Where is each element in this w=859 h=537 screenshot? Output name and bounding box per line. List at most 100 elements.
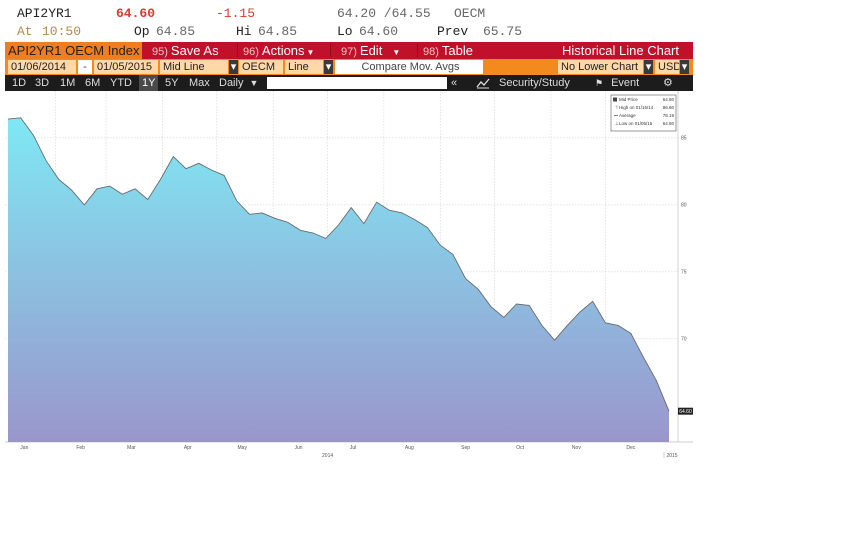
- x-tick-label: Feb: [76, 445, 85, 451]
- open-value: 64.85: [156, 24, 196, 39]
- field-dropdown-icon[interactable]: ▾: [229, 60, 238, 74]
- high-label: Hi: [236, 24, 252, 39]
- edit-number: 97): [341, 46, 357, 58]
- lower-chart-dropdown-icon[interactable]: ▾: [644, 60, 653, 74]
- svg-text:64.60: 64.60: [679, 409, 692, 415]
- compare-moving-averages[interactable]: Compare Mov. Avgs: [335, 60, 483, 74]
- legend-low-marker: ⊥: [615, 121, 619, 126]
- table-number: 98): [423, 46, 439, 58]
- pricing-source: OECM: [454, 6, 486, 21]
- collapse-icon[interactable]: «: [451, 77, 458, 89]
- currency-select[interactable]: USD: [655, 60, 679, 74]
- end-date-input[interactable]: 01/05/2015: [94, 60, 158, 74]
- period-5y[interactable]: 5Y: [165, 77, 179, 89]
- year-label: 2014: [322, 453, 333, 459]
- actions-number: 96): [243, 46, 259, 58]
- date-dash: -: [78, 60, 92, 74]
- security-field[interactable]: API2YR1 OECM Index: [5, 42, 142, 59]
- legend-avg-label: Average: [619, 113, 636, 118]
- chart-type-select[interactable]: Line: [285, 60, 323, 74]
- security-study-button[interactable]: Security/Study: [499, 77, 570, 89]
- separator: [417, 44, 418, 57]
- period-3d[interactable]: 3D: [35, 77, 50, 89]
- caret-down-icon: ▼: [392, 48, 401, 57]
- actions-label: Actions: [261, 43, 305, 58]
- separator: [330, 44, 331, 57]
- y-tick-label: 75: [681, 270, 687, 276]
- y-tick-label: 70: [681, 337, 687, 343]
- table-label: Table: [441, 43, 473, 58]
- x-tick-label: Jan: [20, 445, 28, 451]
- flag-icon: ⚑: [595, 78, 604, 88]
- table-button[interactable]: 98) Table: [423, 42, 473, 61]
- chart-title: Historical Line Chart: [561, 43, 679, 58]
- actions-menu[interactable]: 96) Actions ▼: [243, 42, 314, 61]
- price-change: -1.15: [216, 6, 256, 21]
- prev-label: Prev: [437, 24, 469, 39]
- save-as-button[interactable]: 95) Save As: [152, 42, 219, 61]
- period-1m[interactable]: 1M: [60, 77, 76, 89]
- ticker: API2YR1: [17, 6, 72, 21]
- legend-mid-label: Mid Price: [619, 97, 638, 102]
- edit-menu[interactable]: 97) Edit ▼: [341, 42, 400, 61]
- price-chart: 85 80 75 70 Jan Feb Mar Apr May Jun Jul Aug Sep Oct N…: [5, 91, 693, 463]
- lower-chart-select[interactable]: No Lower Chart: [558, 60, 643, 74]
- period-6m[interactable]: 6M: [85, 77, 101, 89]
- save-as-number: 95): [152, 46, 168, 58]
- caret-down-icon: ▼: [306, 48, 315, 57]
- x-tick-label: Nov: [572, 445, 581, 451]
- legend-low-value: 64.60: [663, 121, 675, 126]
- year-labels: 2014 2015: [322, 452, 678, 459]
- period-ytd[interactable]: YTD: [110, 77, 132, 89]
- y-tick-label: 80: [681, 203, 687, 209]
- prev-value: 65.75: [483, 24, 523, 39]
- toolbar-input[interactable]: [267, 77, 447, 89]
- separator: [237, 44, 238, 57]
- x-tick-label: Mar: [127, 445, 136, 451]
- period-1d[interactable]: 1D: [12, 77, 27, 89]
- event-label: Event: [611, 77, 640, 89]
- high-value: 64.85: [258, 24, 298, 39]
- year-label: 2015: [666, 453, 677, 459]
- legend-high-label: High on 01/16/14: [619, 105, 654, 110]
- caret-down-icon: ▼: [249, 78, 259, 88]
- x-ticks: Jan Feb Mar Apr May Jun Jul Aug Sep Oct Nov Dec: [20, 445, 635, 451]
- low-value: 64.60: [359, 24, 399, 39]
- at-time: 10:50: [42, 24, 82, 39]
- legend-mid-value: 64.60: [663, 97, 675, 102]
- x-tick-label: Jul: [350, 445, 356, 451]
- x-tick-label: Apr: [184, 445, 192, 451]
- y-tick-label: 85: [681, 136, 687, 142]
- frequency-label: Daily: [219, 77, 244, 89]
- legend-high-value: 86.60: [663, 105, 675, 110]
- x-tick-label: Jun: [295, 445, 303, 451]
- start-date-input[interactable]: 01/06/2014: [8, 60, 76, 74]
- period-max[interactable]: Max: [189, 77, 210, 89]
- edit-label: Edit: [359, 43, 383, 58]
- low-label: Lo: [337, 24, 353, 39]
- legend-low-label: Low on 01/05/15: [619, 121, 653, 126]
- chart-type-dropdown-icon[interactable]: ▾: [324, 60, 333, 74]
- line-chart-icon[interactable]: [476, 75, 490, 91]
- legend: Mid Price 64.60 ⊤ High on 01/16/14 86.60…: [610, 94, 677, 132]
- parameter-row: 01/06/2014 - 01/05/2015 Mid Line ▾ OECM …: [5, 59, 693, 75]
- x-tick-label: Sep: [461, 445, 470, 451]
- save-as-label: Save As: [170, 43, 219, 58]
- legend-high-marker: ⊤: [615, 105, 619, 110]
- x-tick-label: Aug: [405, 445, 414, 451]
- last-price: 64.60: [116, 6, 156, 21]
- period-1y[interactable]: 1Y: [139, 75, 159, 91]
- source-select[interactable]: OECM: [239, 60, 283, 74]
- gear-icon[interactable]: ⚙: [663, 77, 673, 89]
- frequency-select[interactable]: Daily ▼: [219, 75, 258, 91]
- bid-ask: 64.20 /64.55: [337, 6, 431, 21]
- x-tick-label: May: [238, 445, 248, 451]
- price-line: [7, 117, 670, 412]
- quote-header: API2YR1 64.60 -1.15 64.20 /64.55 OECM At…: [0, 0, 700, 42]
- field-select[interactable]: Mid Line: [160, 60, 228, 74]
- last-price-badge: 64.60: [678, 407, 693, 415]
- title-bar: API2YR1 OECM Index 95) Save As 96) Actions…: [5, 42, 693, 59]
- event-button[interactable]: ⚑ Event: [595, 75, 639, 91]
- toolbar: 1D 3D 1M 6M YTD 1Y 5Y Max Daily ▼ « Secu…: [5, 75, 693, 91]
- currency-dropdown-icon[interactable]: ▾: [680, 60, 689, 74]
